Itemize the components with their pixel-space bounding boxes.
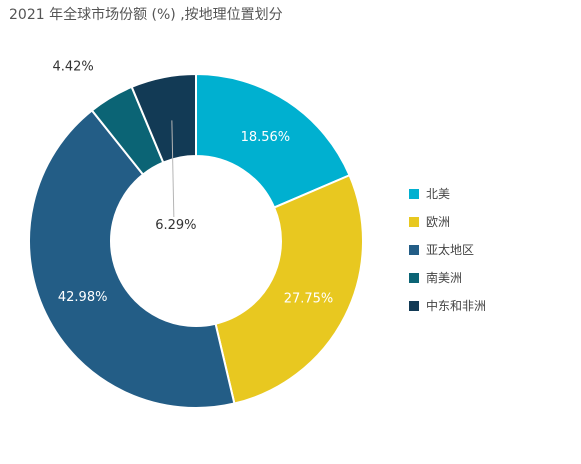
legend-item-middle-east-africa[interactable]: 中东和非洲 (409, 297, 486, 314)
legend-swatch-south-america (409, 272, 419, 283)
data-label-asia-pacific: 42.98% (58, 290, 108, 305)
legend-swatch-asia-pacific (409, 244, 419, 255)
legend-label-asia-pacific: 亚太地区 (426, 243, 475, 257)
slice-asia-pacific[interactable] (27, 108, 236, 409)
legend-swatch-north-america (409, 188, 419, 199)
chart-title: 2021 年全球市场份额 (%) ,按地理位置划分 (9, 7, 283, 23)
legend-label-middle-east-africa: 中东和非洲 (426, 299, 487, 313)
legend-swatch-middle-east-africa (409, 300, 419, 311)
legend-item-south-america[interactable]: 南美洲 (409, 269, 486, 286)
legend-item-asia-pacific[interactable]: 亚太地区 (409, 241, 486, 258)
leader-line-middle-east-africa (171, 120, 175, 218)
legend-item-north-america[interactable]: 北美 (409, 185, 486, 202)
data-label-north-america: 18.56% (241, 130, 291, 145)
slice-middle-east-africa[interactable] (130, 72, 197, 164)
legend-swatch-europe (409, 216, 419, 227)
data-label-middle-east-africa: 6.29% (155, 218, 196, 233)
data-label-europe: 27.75% (284, 292, 334, 307)
legend-label-south-america: 南美洲 (426, 271, 463, 285)
legend-label-north-america: 北美 (426, 187, 451, 201)
slice-north-america[interactable] (195, 72, 351, 209)
legend-label-europe: 欧洲 (426, 215, 451, 229)
data-label-south-america: 4.42% (52, 59, 93, 74)
legend-item-europe[interactable]: 欧洲 (409, 213, 486, 230)
chart-legend: 北美 欧洲 亚太地区 南美洲 中东和非洲 (409, 185, 486, 325)
slice-europe[interactable] (214, 173, 364, 405)
